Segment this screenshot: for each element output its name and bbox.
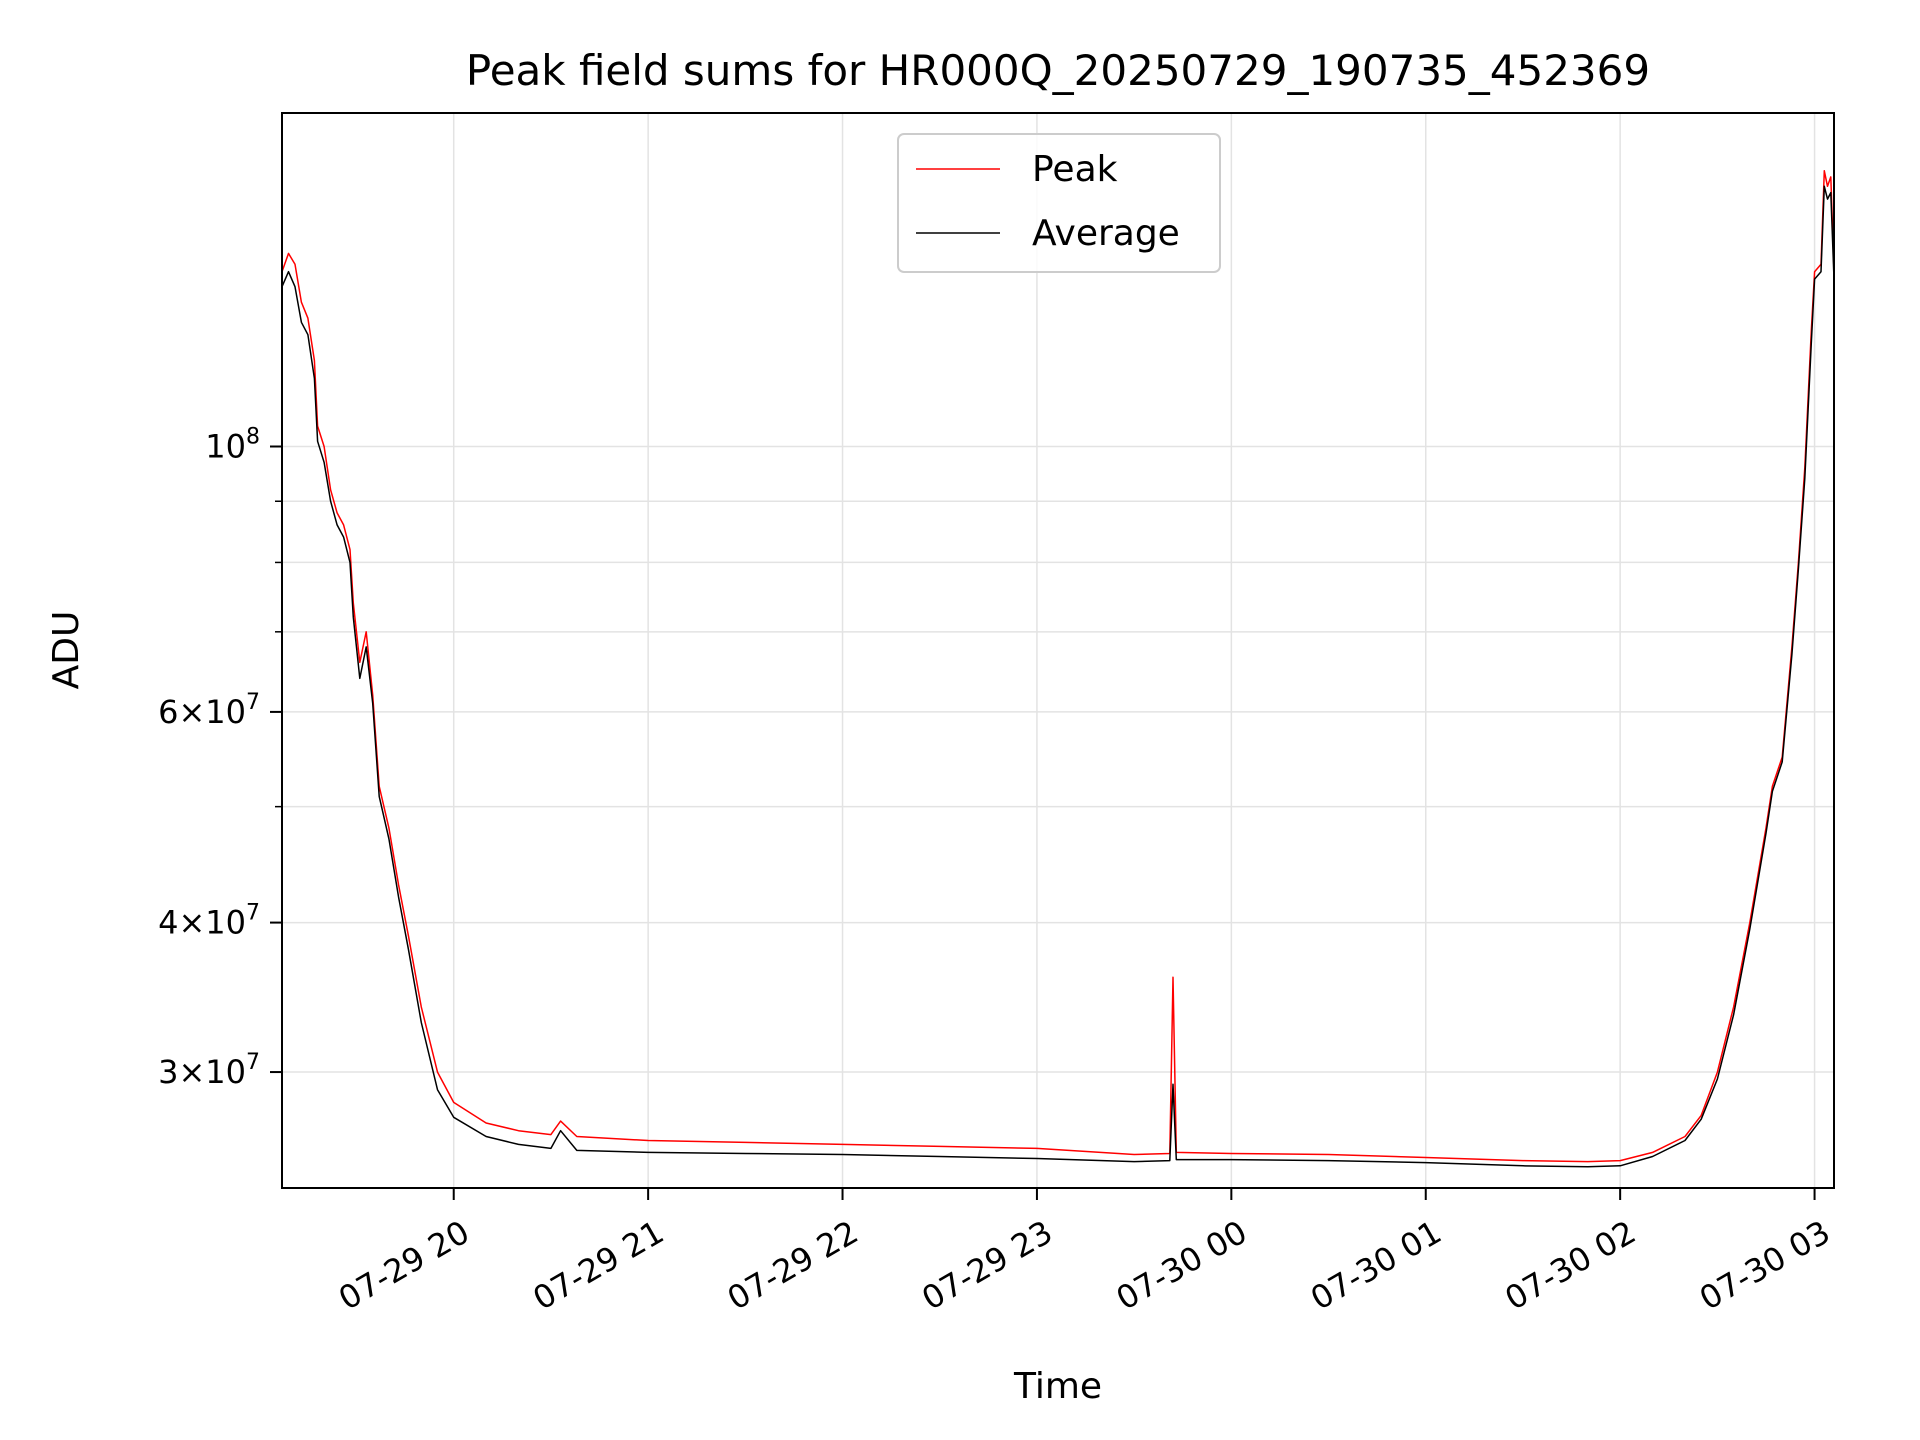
legend: Peak Average bbox=[897, 133, 1221, 273]
legend-peak-label: Peak bbox=[1032, 149, 1118, 190]
y-axis-label: ADU bbox=[46, 611, 87, 690]
legend-average-label: Average bbox=[1032, 213, 1180, 254]
x-axis-label: Time bbox=[1013, 1366, 1102, 1407]
y-axis-ticks: 3×107 4×107 6×107 108 bbox=[158, 424, 282, 1091]
plot-frame bbox=[281, 112, 1835, 1189]
y-tick-label-2: 6×107 bbox=[158, 690, 260, 731]
series-line-peak bbox=[281, 170, 1835, 1163]
y-tick-label-3: 108 bbox=[205, 424, 260, 465]
series-line-average bbox=[281, 185, 1835, 1168]
chart-title: Peak field sums for HR000Q_20250729_1907… bbox=[466, 46, 1650, 95]
y-tick-label-1: 4×107 bbox=[158, 901, 260, 942]
series-layer bbox=[281, 170, 1835, 1168]
y-tick-label-0: 3×107 bbox=[158, 1050, 260, 1091]
